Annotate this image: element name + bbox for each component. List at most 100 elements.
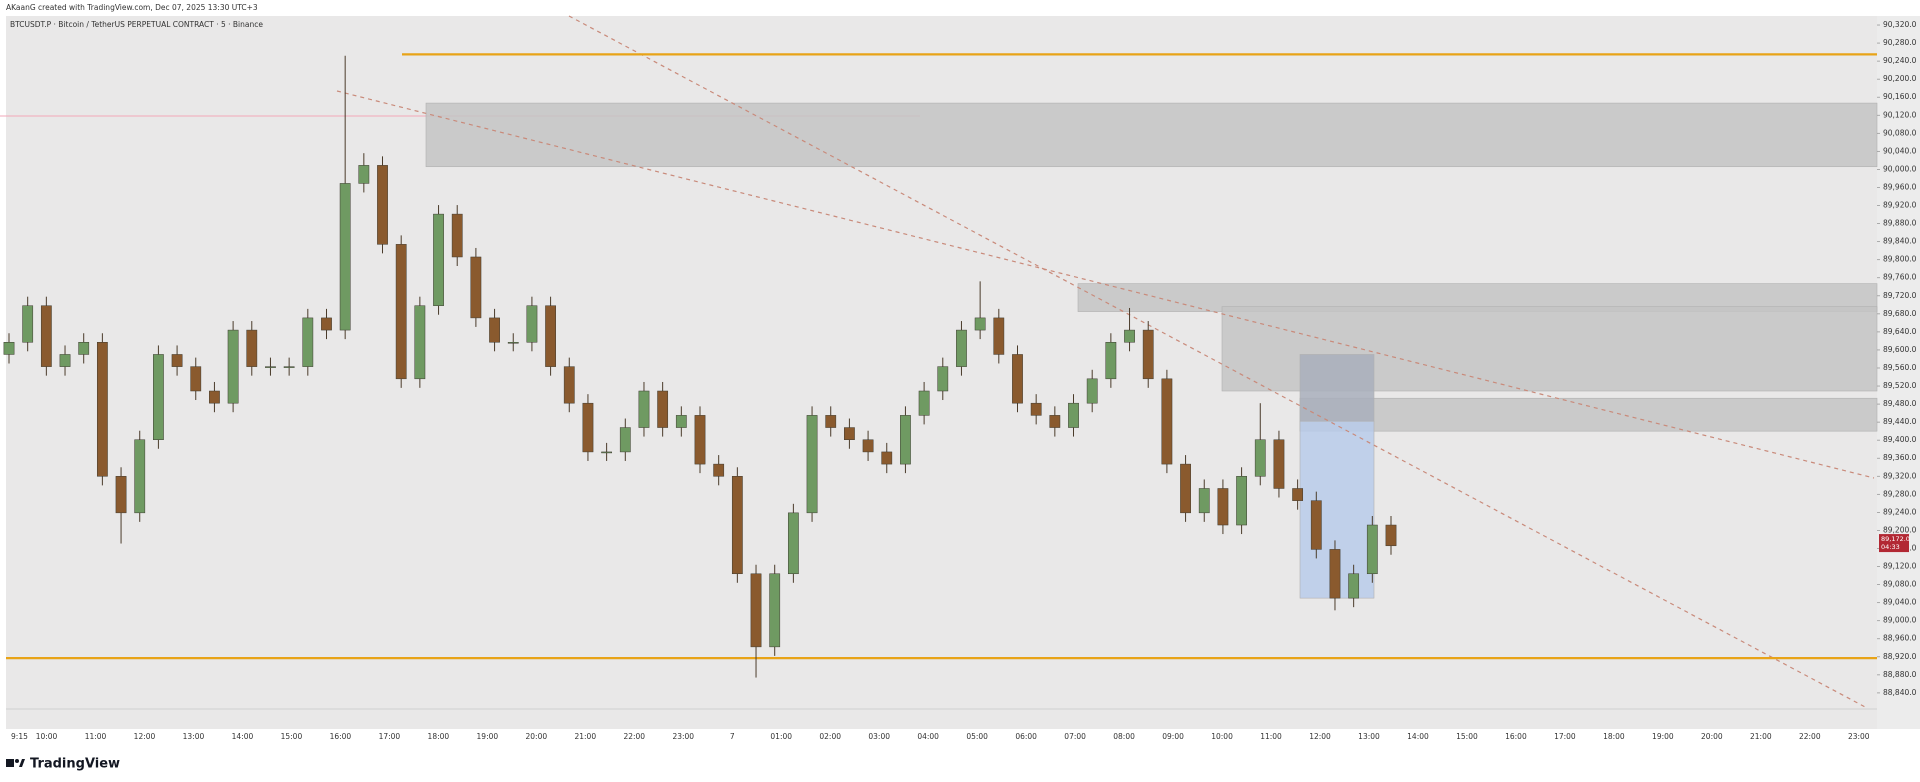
candle-body [227,329,239,404]
candle-body [694,415,706,465]
x-tick-label: 11:00 [85,732,107,741]
price-axis [1877,16,1920,729]
x-tick-label: 18:00 [1603,732,1625,741]
x-tick-label: 20:00 [526,732,548,741]
x-tick-label: 12:00 [134,732,156,741]
last-price-label: 89,172.0 [1881,535,1910,543]
candle-body [433,213,444,306]
x-tick-label: 21:00 [1750,732,1772,741]
x-tick-label: 16:00 [1505,732,1527,741]
trend-line [336,90,1875,479]
x-tick-label: 05:00 [966,732,988,741]
x-tick-label: 23:00 [1848,732,1870,741]
x-tick-label: 03:00 [868,732,890,741]
x-tick-label: 9:15 [11,732,28,741]
x-tick-label: 02:00 [819,732,841,741]
candle-body [190,366,202,392]
candle-body [713,463,725,477]
y-tick-label: 89,280.0 [1883,489,1917,498]
y-tick-label: 89,360.0 [1883,453,1917,462]
candle-body [1161,378,1173,465]
y-tick-label: 88,880.0 [1883,670,1917,679]
candle-body [507,342,519,344]
x-tick-label: 17:00 [1554,732,1576,741]
candle-body [937,366,949,392]
candle-body [881,451,893,465]
candle-body [134,439,146,514]
candle-body [1068,402,1079,428]
candle-body [601,451,613,454]
x-tick-label: 15:00 [1456,732,1478,741]
candle-body [900,415,911,465]
candle-body [1385,524,1397,547]
candle-body [1292,488,1304,501]
candle-body [246,329,258,367]
y-tick-label: 89,960.0 [1883,182,1917,191]
candle-body [1254,439,1266,477]
candle-body [619,427,631,453]
y-tick-label: 89,040.0 [1883,598,1917,607]
candle-body [153,354,164,440]
candle-body [1124,329,1135,343]
candle-body [1198,488,1210,514]
candle-body [675,415,687,428]
y-tick-label: 89,520.0 [1883,381,1917,390]
x-tick-label: 07:00 [1064,732,1086,741]
x-tick-label: 04:00 [917,732,939,741]
candle-body [470,256,482,319]
candles [3,55,1397,678]
y-tick-label: 89,240.0 [1883,507,1917,516]
x-tick-label: 08:00 [1113,732,1135,741]
candle-body [1329,549,1341,599]
x-tick-label: 21:00 [574,732,596,741]
x-tick-label: 7 [730,732,735,741]
candle-body [526,305,538,343]
brand-logo [6,759,25,767]
candle-body [171,354,183,367]
logo-mark [19,759,25,767]
y-tick-label: 90,120.0 [1883,110,1917,119]
candle-body [1142,329,1154,380]
x-tick-label: 09:00 [1162,732,1184,741]
x-tick-label: 12:00 [1309,732,1331,741]
y-tick-label: 89,600.0 [1883,345,1917,354]
x-tick-label: 19:00 [1652,732,1674,741]
candle-body [1217,488,1229,526]
candle-body [750,573,762,648]
y-tick-label: 89,440.0 [1883,417,1917,426]
candle-body [787,512,799,575]
zone [425,102,1878,168]
candle-body [1105,342,1117,380]
y-tick-label: 89,400.0 [1883,435,1917,444]
candle-body [1012,354,1023,404]
x-tick-label: 20:00 [1701,732,1723,741]
y-tick-label: 89,800.0 [1883,255,1917,264]
x-tick-label: 10:00 [1211,732,1233,741]
y-tick-label: 90,200.0 [1883,74,1917,83]
zone [1299,397,1878,432]
candle-body [731,476,743,575]
x-tick-label: 01:00 [770,732,792,741]
y-tick-label: 88,960.0 [1883,634,1917,643]
x-tick-label: 16:00 [330,732,352,741]
y-tick-label: 90,320.0 [1883,20,1917,29]
candle-body [1236,476,1247,526]
y-tick-label: 89,560.0 [1883,363,1917,372]
candle-body [1366,524,1378,575]
candle-body [825,415,837,428]
y-tick-label: 89,680.0 [1883,309,1917,318]
candle-body [806,415,818,514]
candle-body [321,317,332,331]
candle-body [265,366,276,368]
countdown: 04:33 [1881,543,1900,551]
candle-body [769,573,781,648]
candle-body [956,329,967,367]
y-tick-label: 89,000.0 [1883,616,1917,625]
y-tick-label: 89,720.0 [1883,291,1917,300]
candle-body [3,342,15,355]
x-tick-label: 22:00 [623,732,645,741]
candle-body [377,165,388,245]
candle-body [414,305,426,380]
x-tick-label: 18:00 [428,732,450,741]
